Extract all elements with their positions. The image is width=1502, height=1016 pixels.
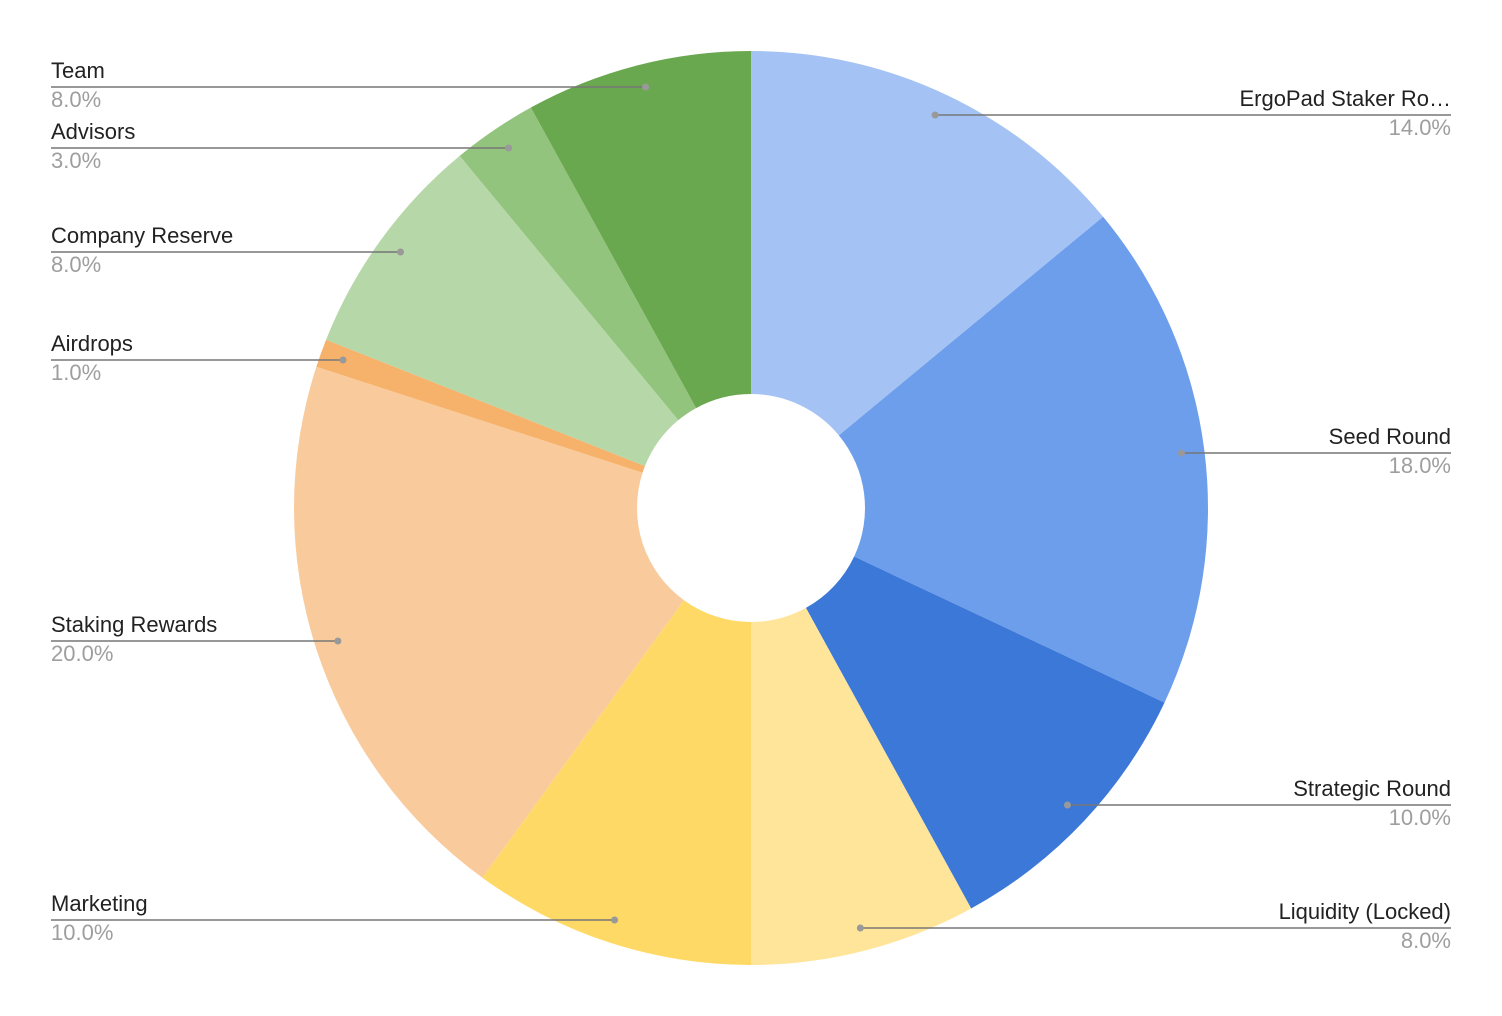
- slice-value-label: 8.0%: [51, 87, 101, 112]
- slice-label: Strategic Round: [1293, 776, 1451, 801]
- slice-label: Company Reserve: [51, 223, 233, 248]
- slice-label: Liquidity (Locked): [1279, 899, 1451, 924]
- slice-value-label: 20.0%: [51, 641, 113, 666]
- slice-value-label: 10.0%: [51, 920, 113, 945]
- slice: [482, 600, 751, 965]
- leader-dot: [505, 144, 513, 152]
- slice-value-label: 1.0%: [51, 360, 101, 385]
- slice: [459, 107, 697, 421]
- leader-dot: [931, 111, 939, 119]
- slice-label: ErgoPad Staker Ro…: [1239, 86, 1451, 111]
- slice-label: Staking Rewards: [51, 612, 217, 637]
- slice-label: Advisors: [51, 119, 135, 144]
- slice-label: Airdrops: [51, 331, 133, 356]
- slice-value-label: 8.0%: [1401, 928, 1451, 953]
- slice-value-label: 3.0%: [51, 148, 101, 173]
- leader-dot: [856, 924, 864, 932]
- leader-dot: [397, 248, 405, 256]
- slice: [326, 155, 679, 467]
- slice-label: Marketing: [51, 891, 148, 916]
- slice-value-label: 14.0%: [1389, 115, 1451, 140]
- slice-value-label: 8.0%: [51, 252, 101, 277]
- slice-label: Team: [51, 58, 105, 83]
- slice: [530, 51, 751, 409]
- slice: [838, 216, 1208, 703]
- slice-value-label: 10.0%: [1389, 805, 1451, 830]
- leader-dot: [611, 916, 619, 924]
- slice: [805, 556, 1165, 909]
- slice-value-label: 18.0%: [1389, 453, 1451, 478]
- leader-dot: [642, 83, 650, 91]
- leader-dot: [334, 637, 342, 645]
- slice-label: Seed Round: [1329, 424, 1451, 449]
- slice: [751, 51, 1104, 436]
- leader-dot: [1063, 801, 1071, 809]
- leader-dot: [339, 356, 347, 364]
- slice: [316, 339, 646, 473]
- slice: [751, 607, 972, 965]
- slice: [293, 366, 684, 878]
- leader-dot: [1178, 449, 1186, 457]
